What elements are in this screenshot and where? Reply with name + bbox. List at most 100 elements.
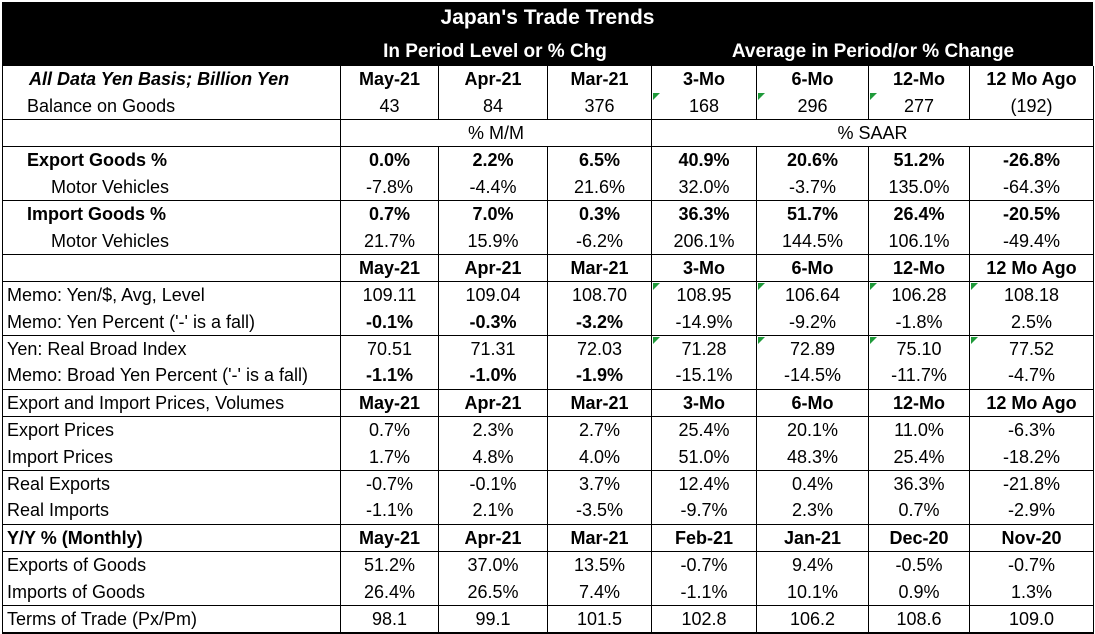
col-header: 6-Mo — [756, 388, 869, 417]
mm-label: % M/M — [340, 118, 652, 147]
table-row: Real Imports -1.1% 2.1% -3.5% -9.7% 2.3%… — [2, 497, 1094, 525]
col-header: Mar-21 — [547, 66, 652, 93]
cell: 6.5% — [547, 146, 652, 174]
cell: 12.4% — [651, 469, 757, 498]
col-header: Apr-21 — [438, 66, 548, 93]
cell: -1.9% — [547, 362, 652, 390]
cell: -7.8% — [340, 173, 439, 201]
cell: 26.4% — [340, 578, 439, 606]
col-header: 12 Mo Ago — [969, 388, 1094, 417]
cell: 0.4% — [756, 469, 869, 498]
table-row: Memo: Yen/$, Avg, Level 109.11 109.04 10… — [2, 281, 1094, 309]
cell: 32.0% — [651, 173, 757, 201]
cell: 20.1% — [756, 416, 869, 444]
col-header: Dec-20 — [868, 523, 970, 552]
cell: 0.0% — [340, 146, 439, 174]
cell: 51.2% — [340, 551, 439, 579]
cell: 168 — [651, 92, 757, 120]
row-label: Import Goods % — [2, 199, 341, 228]
table-row: Motor Vehicles 21.7% 15.9% -6.2% 206.1% … — [2, 227, 1094, 255]
cell: 2.3% — [756, 497, 869, 525]
cell: 51.2% — [868, 146, 970, 174]
col-header: Apr-21 — [438, 388, 548, 417]
table-row: Import Goods % 0.7% 7.0% 0.3% 36.3% 51.7… — [2, 199, 1094, 228]
blank-cell — [2, 118, 341, 147]
cell: 2.1% — [438, 497, 548, 525]
subtitle-in-period: In Period Level or % Chg — [383, 41, 607, 62]
table-row: Exports of Goods 51.2% 37.0% 13.5% -0.7%… — [2, 551, 1094, 579]
table-row: Motor Vehicles -7.8% -4.4% 21.6% 32.0% -… — [2, 173, 1094, 201]
row-label: Imports of Goods — [2, 578, 341, 606]
col-header: 12-Mo — [868, 388, 970, 417]
cell: 77.52 — [969, 334, 1094, 363]
table-row: Import Prices 1.7% 4.8% 4.0% 51.0% 48.3%… — [2, 443, 1094, 471]
cell: 109.0 — [969, 604, 1094, 634]
row-label: Terms of Trade (Px/Pm) — [2, 604, 341, 634]
table-row: Export and Import Prices, Volumes May-21… — [2, 388, 1094, 417]
cell: 101.5 — [547, 604, 652, 634]
cell: 21.6% — [547, 173, 652, 201]
cell: -0.5% — [868, 551, 970, 579]
col-header: Jan-21 — [756, 523, 869, 552]
cell: -1.8% — [868, 308, 970, 336]
cell: 70.51 — [340, 334, 439, 363]
cell: 4.0% — [547, 443, 652, 471]
cell: 98.1 — [340, 604, 439, 634]
table-row: Real Exports -0.7% -0.1% 3.7% 12.4% 0.4%… — [2, 469, 1094, 498]
cell: 25.4% — [651, 416, 757, 444]
cell: 0.9% — [868, 578, 970, 606]
row-label: Memo: Yen/$, Avg, Level — [2, 281, 341, 309]
cell: 296 — [756, 92, 869, 120]
cell: -64.3% — [969, 173, 1094, 201]
cell: 13.5% — [547, 551, 652, 579]
cell: -20.5% — [969, 199, 1094, 228]
cell: -4.7% — [969, 362, 1094, 390]
cell: -18.2% — [969, 443, 1094, 471]
row-label: Real Exports — [2, 469, 341, 498]
cell: 106.28 — [868, 281, 970, 309]
col-header: May-21 — [340, 253, 439, 282]
cell: 11.0% — [868, 416, 970, 444]
cell: 1.3% — [969, 578, 1094, 606]
cell: 0.3% — [547, 199, 652, 228]
cell: -15.1% — [651, 362, 757, 390]
table-row: All Data Yen Basis; Billion Yen May-21 A… — [2, 66, 1094, 93]
cell: -1.1% — [340, 362, 439, 390]
blank-cell — [2, 253, 341, 282]
row-label: Export Prices — [2, 416, 341, 444]
row-label: Memo: Broad Yen Percent ('-' is a fall) — [2, 362, 341, 390]
table-row: % M/M % SAAR — [2, 118, 1094, 147]
col-header: 12 Mo Ago — [969, 66, 1094, 93]
cell: -14.5% — [756, 362, 869, 390]
cell: 51.7% — [756, 199, 869, 228]
cell: 2.3% — [438, 416, 548, 444]
table-row: Imports of Goods 26.4% 26.5% 7.4% -1.1% … — [2, 578, 1094, 606]
cell: 84 — [438, 92, 548, 120]
cell: 26.5% — [438, 578, 548, 606]
cell: -0.7% — [969, 551, 1094, 579]
cell: 9.4% — [756, 551, 869, 579]
col-header: 12-Mo — [868, 253, 970, 282]
cell: 108.6 — [868, 604, 970, 634]
table-row: Memo: Broad Yen Percent ('-' is a fall) … — [2, 362, 1094, 390]
cell: (192) — [969, 92, 1094, 120]
cell: 106.64 — [756, 281, 869, 309]
cell: 72.89 — [756, 334, 869, 363]
cell: 2.2% — [438, 146, 548, 174]
col-header: Mar-21 — [547, 253, 652, 282]
header-label: All Data Yen Basis; Billion Yen — [2, 66, 341, 93]
cell: -9.2% — [756, 308, 869, 336]
cell: 99.1 — [438, 604, 548, 634]
subtitle-banner: In Period Level or % Chg Average in Peri… — [2, 38, 1093, 66]
cell: 106.1% — [868, 227, 970, 255]
row-label: Motor Vehicles — [2, 227, 341, 255]
cell: 43 — [340, 92, 439, 120]
col-header: May-21 — [340, 388, 439, 417]
cell: 135.0% — [868, 173, 970, 201]
col-header: 3-Mo — [651, 253, 757, 282]
table-row: May-21 Apr-21 Mar-21 3-Mo 6-Mo 12-Mo 12 … — [2, 253, 1094, 282]
cell: -1.0% — [438, 362, 548, 390]
cell: -0.1% — [340, 308, 439, 336]
cell: -11.7% — [868, 362, 970, 390]
